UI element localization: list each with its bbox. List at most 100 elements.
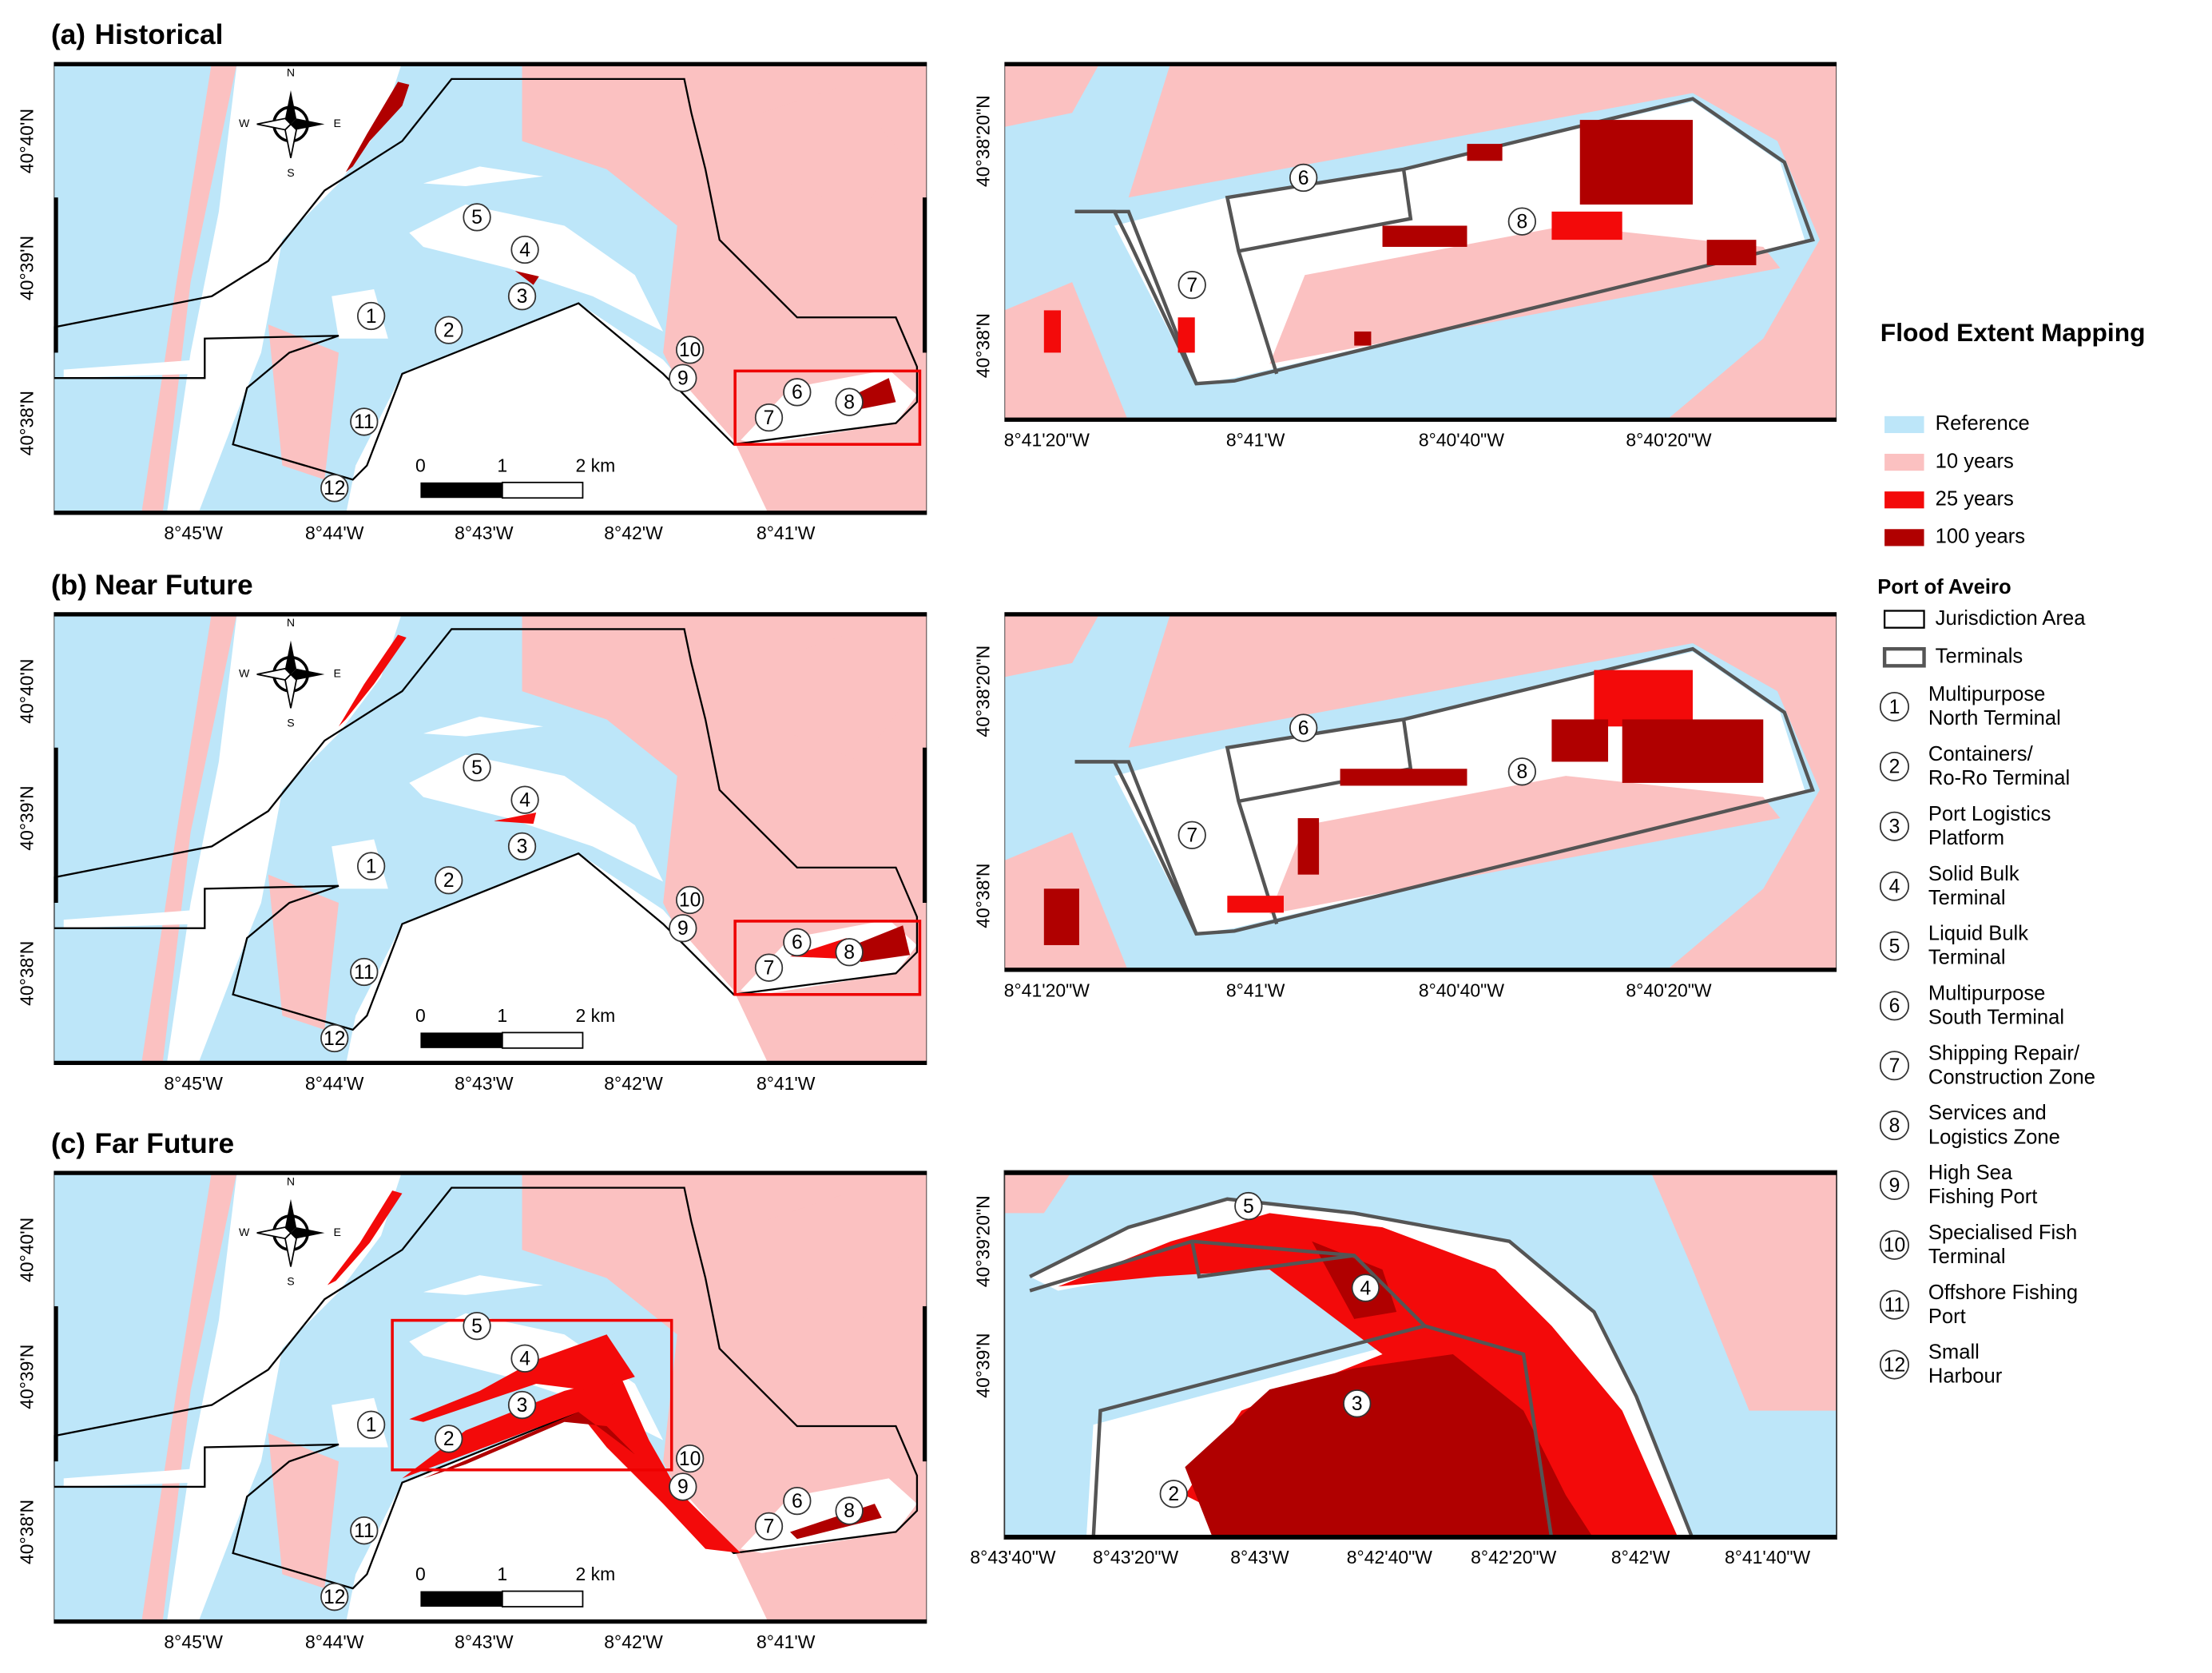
terminal-number: 3 — [1889, 817, 1900, 838]
terminal-marker — [669, 914, 697, 943]
compass-letter: W — [239, 1226, 250, 1238]
flood-block — [1706, 240, 1757, 265]
compass-letter: W — [239, 117, 250, 129]
terminal-marker — [356, 852, 386, 880]
inset-map — [1004, 62, 1837, 422]
terminal-marker — [507, 282, 537, 311]
terminal-marker — [1177, 821, 1206, 849]
terminal-marker — [783, 378, 812, 407]
terminal-marker — [1879, 1290, 1910, 1320]
scale-bar — [419, 1590, 584, 1607]
compass-letter: N — [287, 1174, 295, 1187]
terminal-name: High Sea — [1928, 1162, 2013, 1184]
lon-label: 8°44'W — [305, 523, 364, 543]
terminal-number: 11 — [354, 1520, 375, 1542]
terminal-number: 8 — [844, 1500, 855, 1522]
terminal-marker — [835, 1496, 864, 1525]
inset-box — [391, 1318, 673, 1472]
terminal-number: 7 — [764, 1516, 775, 1538]
flood-area — [402, 1377, 741, 1553]
scale-label: 1 — [497, 1564, 507, 1584]
terminal-name: Logistics Zone — [1928, 1126, 2060, 1148]
terminal-marker — [356, 301, 386, 331]
compass-letter: S — [287, 166, 294, 179]
compass-letter: E — [334, 117, 341, 129]
terminal-name: South Terminal — [1928, 1007, 2064, 1029]
lon-label: 8°42'W — [604, 1073, 663, 1094]
terminal-marker — [510, 1344, 539, 1373]
compass-letter: E — [334, 667, 341, 680]
scale-label: 1 — [497, 1005, 507, 1026]
terminal-marker — [435, 866, 463, 895]
flood-block — [1354, 331, 1372, 346]
panel-title: Near Future — [95, 570, 253, 601]
terminal-number: 9 — [1889, 1175, 1900, 1197]
terminal-name: Solid Bulk — [1928, 863, 2019, 885]
flood-block — [1227, 896, 1284, 913]
inset-box — [733, 369, 922, 446]
terminal-marker — [463, 1312, 491, 1341]
lat-label: 40°40'N — [17, 109, 38, 173]
terminal-marker — [1507, 207, 1537, 236]
terminal-marker — [1289, 713, 1318, 742]
terminal-marker — [1879, 1230, 1910, 1260]
terminal-number: 8 — [1516, 761, 1527, 783]
lon-label: 8°42'W — [604, 1631, 663, 1652]
compass-letter: W — [239, 667, 250, 680]
lat-label: 40°38'N — [973, 313, 994, 378]
map-base — [54, 612, 927, 1066]
terminal-name: Port — [1928, 1305, 1966, 1328]
scale-label: 2 km — [575, 1564, 615, 1584]
terminal-marker — [835, 938, 864, 967]
terminal-number: 9 — [677, 918, 689, 940]
terminal-number: 2 — [1168, 1484, 1179, 1505]
lon-label: 8°40'20"W — [1626, 430, 1711, 451]
lon-label: 8°44'W — [305, 1631, 364, 1652]
labels: Flood Extent Mapping Reference 10 years 25 … — [1877, 318, 2145, 1388]
terminal-marker — [1289, 163, 1318, 193]
terminal-marker — [1234, 1191, 1263, 1221]
terminal-number: 6 — [1889, 995, 1900, 1017]
flood-block — [1622, 719, 1764, 783]
terminal-number: 5 — [471, 1316, 483, 1337]
terminal-marker — [669, 364, 697, 392]
terminal-number: 11 — [1884, 1294, 1905, 1316]
compass-letter: S — [287, 716, 294, 729]
terminal-number: 4 — [1889, 876, 1900, 897]
terminal-marker — [350, 957, 379, 987]
lat-label: 40°38'N — [17, 941, 38, 1006]
legend-swatch — [1882, 646, 1926, 668]
terminal-name: Specialised Fish — [1928, 1222, 2077, 1244]
terminal-name: North Terminal — [1928, 707, 2061, 729]
lon-label: 8°42'20"W — [1471, 1547, 1556, 1568]
flood-area — [339, 634, 407, 727]
terminal-number: 1 — [366, 306, 377, 328]
legend-swatch — [1884, 415, 1924, 434]
lat-label: 40°39'20"N — [973, 1195, 994, 1287]
terminal-number: 4 — [519, 240, 530, 261]
terminal-number: 10 — [679, 340, 701, 361]
terminal-name: Multipurpose — [1928, 983, 2046, 1005]
terminal-number: 11 — [354, 411, 375, 433]
terminal-number: 5 — [1889, 936, 1900, 957]
terminal-marker — [1879, 811, 1910, 841]
terminal-marker — [1879, 1051, 1910, 1081]
terminal-number: 7 — [1186, 825, 1197, 847]
scale-label: 2 km — [575, 1005, 615, 1026]
terminal-number: 12 — [324, 1028, 345, 1050]
lon-label: 8°42'W — [604, 523, 663, 543]
inset-box — [733, 920, 922, 996]
terminal-marker — [1351, 1274, 1380, 1302]
flood-area — [494, 812, 537, 825]
legend-title: Flood Extent Mapping — [1880, 318, 2146, 347]
terminal-marker — [1879, 751, 1910, 781]
lon-label: 8°45'W — [164, 1631, 223, 1652]
compass-letter: N — [287, 616, 295, 629]
lon-label: 8°41'W — [1226, 980, 1285, 1000]
lon-label: 8°43'20"W — [1093, 1547, 1178, 1568]
lon-label: 8°41'20"W — [1004, 430, 1090, 451]
terminal-number: 3 — [517, 286, 528, 308]
flood-block — [1043, 888, 1079, 945]
